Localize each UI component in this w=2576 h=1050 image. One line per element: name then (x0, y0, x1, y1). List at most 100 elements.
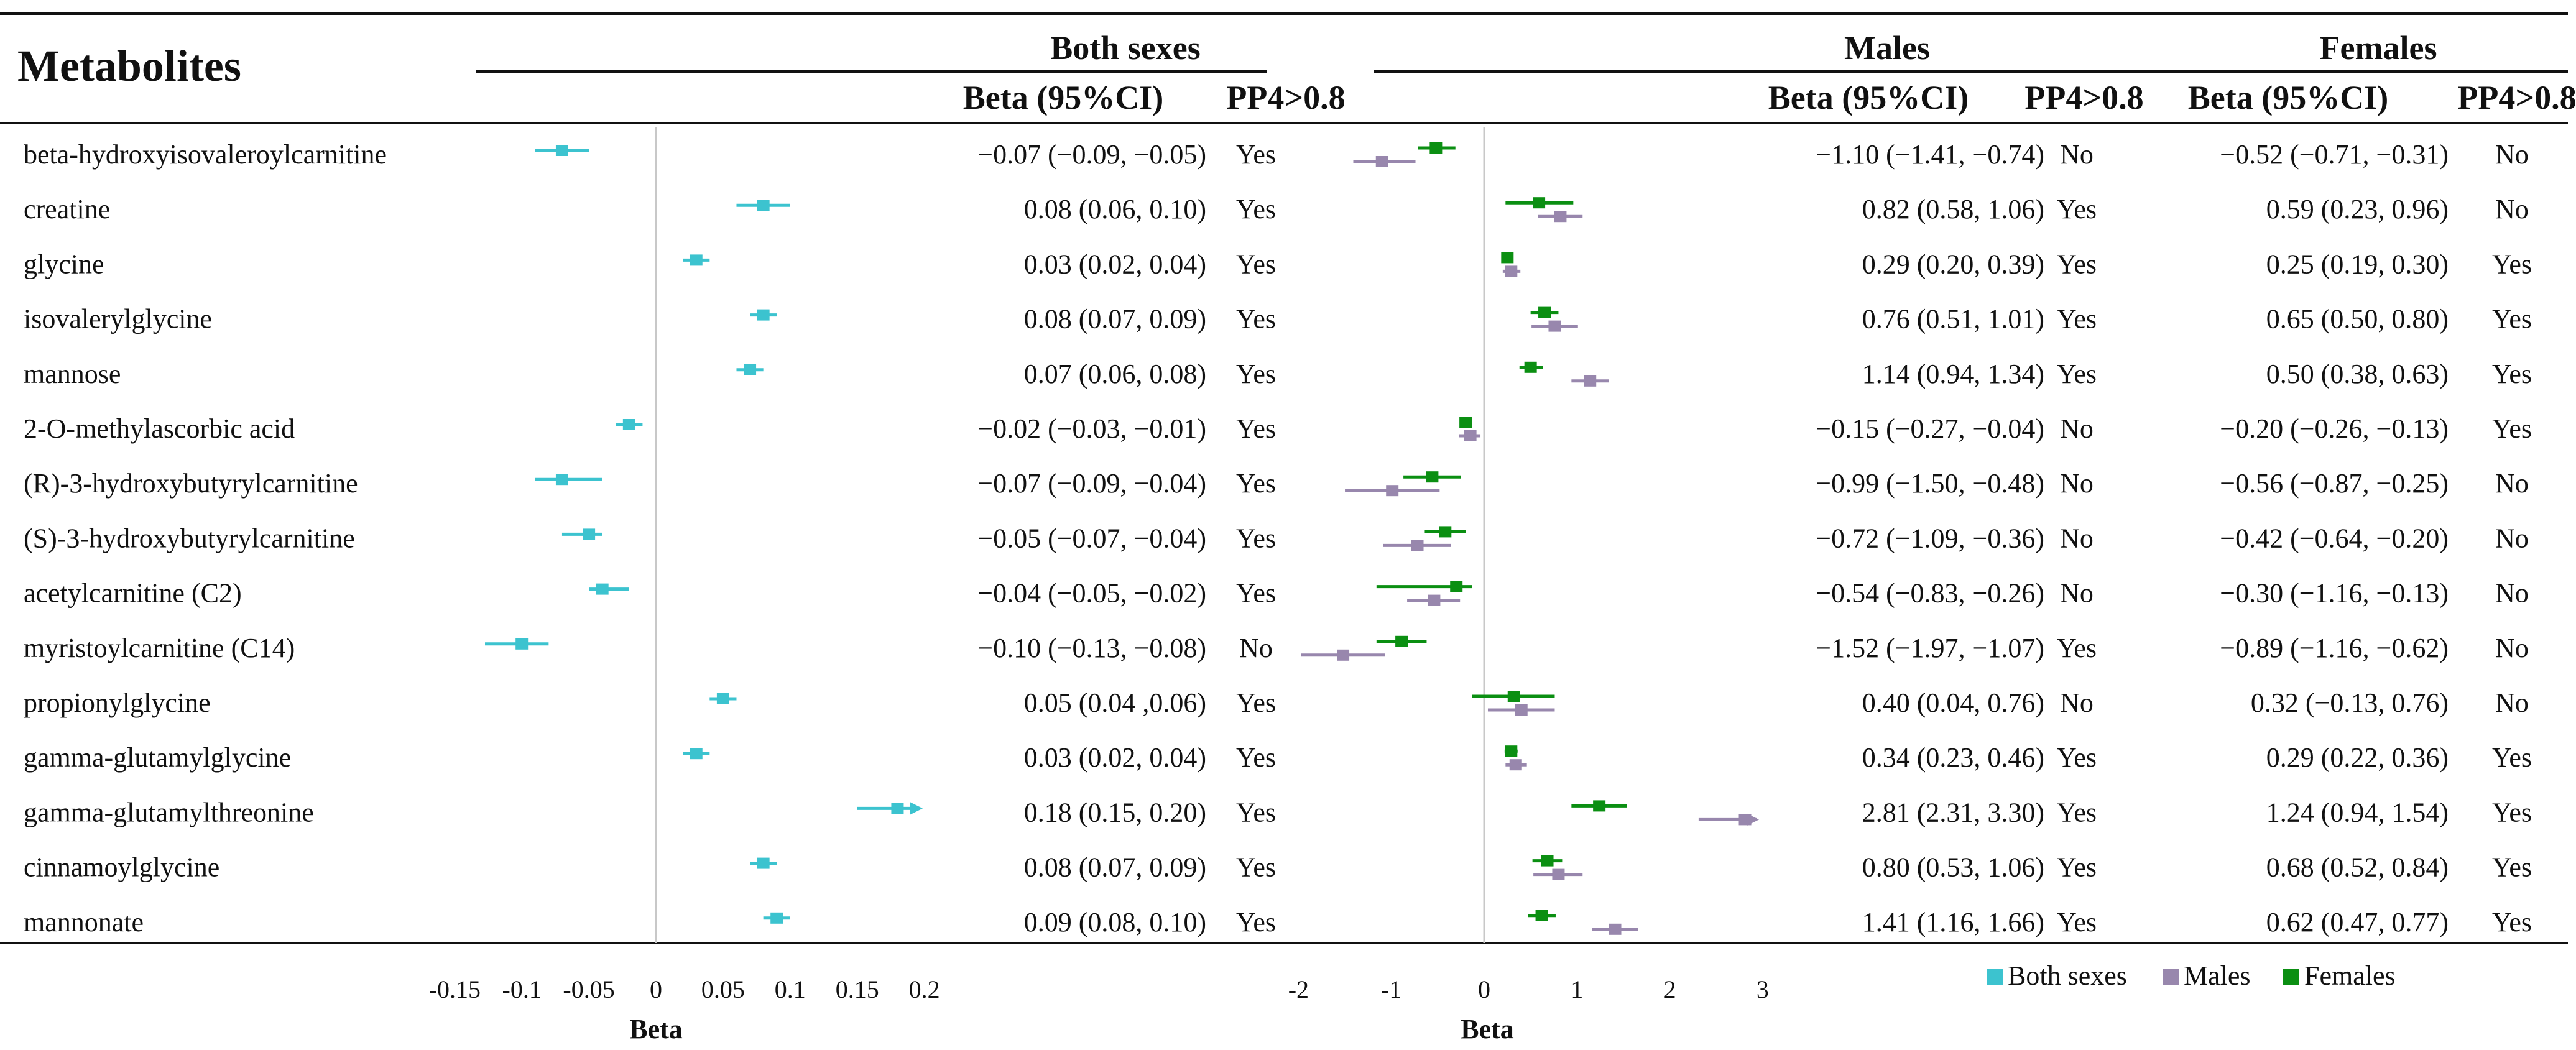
both-beta-ci-text: 0.03 (0.02, 0.04) (1024, 249, 1206, 279)
legend-swatch (1987, 969, 2003, 985)
males-pp4-value: No (2060, 688, 2094, 718)
legend-item: Females (2283, 960, 2396, 991)
females-beta-ci-text: 0.62 (0.47, 0.77) (2266, 907, 2449, 937)
legend: Both sexes Males Females (1987, 960, 2396, 991)
females-point (1541, 855, 1554, 867)
females-pp4-value: Yes (2492, 249, 2532, 279)
females-point (1501, 252, 1514, 264)
metabolite-label: (S)-3-hydroxybutyrylcarnitine (24, 523, 355, 553)
males-point (1584, 375, 1597, 387)
females-point (1505, 745, 1518, 757)
females-pp4-value: Yes (2492, 797, 2532, 827)
males-beta-ci-text: 0.76 (0.51, 1.01) (1862, 304, 2044, 334)
legend-item: Males (2163, 960, 2251, 991)
males-point (1464, 430, 1477, 441)
males-beta-ci-text: 0.29 (0.20, 0.39) (1862, 249, 2044, 279)
males-beta-ci-text: 1.41 (1.16, 1.66) (1862, 907, 2044, 937)
females-point (1524, 361, 1537, 373)
females-pp4-value: Yes (2492, 907, 2532, 937)
females-point (1426, 471, 1439, 483)
males-point (1552, 868, 1565, 880)
sex-x-tick-label: -2 (1288, 975, 1309, 1003)
legend-item: Both sexes (1987, 960, 2127, 991)
both-x-tick-label: 0.1 (775, 975, 806, 1003)
females-pp4-header: PP4>0.8 (2457, 79, 2576, 116)
table-row: myristoylcarnitine (C14) −0.10 (−0.13, −0… (24, 633, 2529, 663)
males-beta-ci-text: 0.80 (0.53, 1.06) (1862, 852, 2044, 883)
both-point (583, 528, 596, 540)
table-row: (S)-3-hydroxybutyrylcarnitine −0.05 (−0.0… (24, 523, 2529, 553)
forest-rows: beta-hydroxyisovaleroylcarnitine −0.07 (−… (24, 139, 2532, 937)
females-point (1533, 197, 1546, 209)
males-point (1609, 923, 1622, 935)
both-beta-ci-text: 0.09 (0.08, 0.10) (1024, 907, 1206, 937)
both-pp4-value: Yes (1236, 523, 1276, 553)
males-beta-ci-text: −0.99 (−1.50, −0.48) (1816, 468, 2044, 499)
both-point (770, 912, 783, 924)
females-beta-ci-text: 1.24 (0.94, 1.54) (2266, 797, 2449, 827)
females-point (1450, 581, 1463, 592)
metabolite-label: (R)-3-hydroxybutyrylcarnitine (24, 468, 358, 499)
both-pp4-value: Yes (1236, 578, 1276, 609)
males-pp4-value: No (2060, 578, 2094, 609)
males-point (1428, 594, 1441, 606)
males-beta-ci-header: Beta (95%CI) (1768, 79, 1969, 116)
females-beta-ci-text: −0.56 (−0.87, −0.25) (2220, 468, 2449, 499)
table-row: acetylcarnitine (C2) −0.04 (−0.05, −0.02)… (24, 578, 2529, 609)
males-beta-ci-text: 0.40 (0.04, 0.76) (1862, 688, 2044, 718)
both-beta-ci-text: 0.18 (0.15, 0.20) (1024, 797, 1206, 827)
females-beta-ci-header: Beta (95%CI) (2188, 79, 2388, 116)
females-beta-ci-text: −0.52 (−0.71, −0.31) (2220, 139, 2449, 170)
both-point (744, 364, 757, 375)
metabolite-label: acetylcarnitine (C2) (24, 578, 242, 609)
sex-x-tick-label: 0 (1478, 975, 1490, 1003)
males-pp4-value: Yes (2057, 633, 2097, 663)
table-row: beta-hydroxyisovaleroylcarnitine −0.07 (−… (24, 139, 2529, 170)
females-pp4-value: No (2495, 139, 2529, 170)
females-pp4-value: No (2495, 633, 2529, 663)
table-row: gamma-glutamylthreonine 0.18 (0.15, 0.20)… (24, 797, 2532, 827)
males-beta-ci-text: −0.72 (−1.09, −0.36) (1816, 523, 2044, 553)
legend-label: Males (2184, 960, 2251, 991)
sex-x-tick-label: 3 (1757, 975, 1769, 1003)
metabolite-label: beta-hydroxyisovaleroylcarnitine (24, 139, 387, 170)
males-beta-ci-text: 0.34 (0.23, 0.46) (1862, 742, 2044, 773)
both-beta-ci-text: 0.03 (0.02, 0.04) (1024, 742, 1206, 773)
metabolite-label: myristoylcarnitine (C14) (24, 633, 295, 663)
males-pp4-value: No (2060, 139, 2094, 170)
both-x-tick-label: 0.2 (909, 975, 940, 1003)
males-point (1337, 649, 1350, 661)
males-beta-ci-text: −1.10 (−1.41, −0.74) (1816, 139, 2044, 170)
both-point (757, 857, 770, 869)
females-beta-ci-text: 0.59 (0.23, 0.96) (2266, 194, 2449, 224)
males-point (1515, 704, 1528, 716)
metabolite-label: isovalerylglycine (24, 304, 212, 334)
both-beta-ci-text: −0.04 (−0.05, −0.02) (977, 578, 1206, 609)
both-point (622, 419, 635, 430)
males-pp4-value: Yes (2057, 249, 2097, 279)
males-point (1386, 485, 1399, 497)
metabolite-label: mannose (24, 359, 121, 389)
both-x-tick-label: 0.15 (836, 975, 879, 1003)
both-beta-ci-text: 0.05 (0.04 ,0.06) (1024, 688, 1206, 718)
females-beta-ci-text: 0.29 (0.22, 0.36) (2266, 742, 2449, 773)
table-row: creatine 0.08 (0.06, 0.10) Yes 0.82 (0.58, … (24, 194, 2529, 224)
both-x-tick-label: 0.05 (701, 975, 745, 1003)
both-pp4-header: PP4>0.8 (1226, 79, 1345, 116)
metabolite-label: creatine (24, 194, 110, 224)
both-point (690, 748, 703, 760)
both-pp4-value: Yes (1236, 249, 1276, 279)
both-point (757, 200, 770, 211)
both-point (891, 803, 904, 814)
both-beta-ci-text: 0.08 (0.06, 0.10) (1024, 194, 1206, 224)
both-sexes-header: Both sexes (1050, 29, 1201, 67)
both-point (690, 254, 703, 266)
table-row: mannonate 0.09 (0.08, 0.10) Yes 1.41 (1.16,… (24, 907, 2532, 937)
zero-reference-lines (655, 127, 1485, 943)
sex-x-tick-label: 1 (1571, 975, 1583, 1003)
females-point (1395, 635, 1408, 647)
males-beta-ci-text: −0.15 (−0.27, −0.04) (1816, 413, 2044, 444)
females-beta-ci-text: −0.20 (−0.26, −0.13) (2220, 413, 2449, 444)
table-row: cinnamoylglycine 0.08 (0.07, 0.09) Yes 0.80… (24, 852, 2532, 883)
both-x-axis-title: Beta (629, 1014, 683, 1044)
